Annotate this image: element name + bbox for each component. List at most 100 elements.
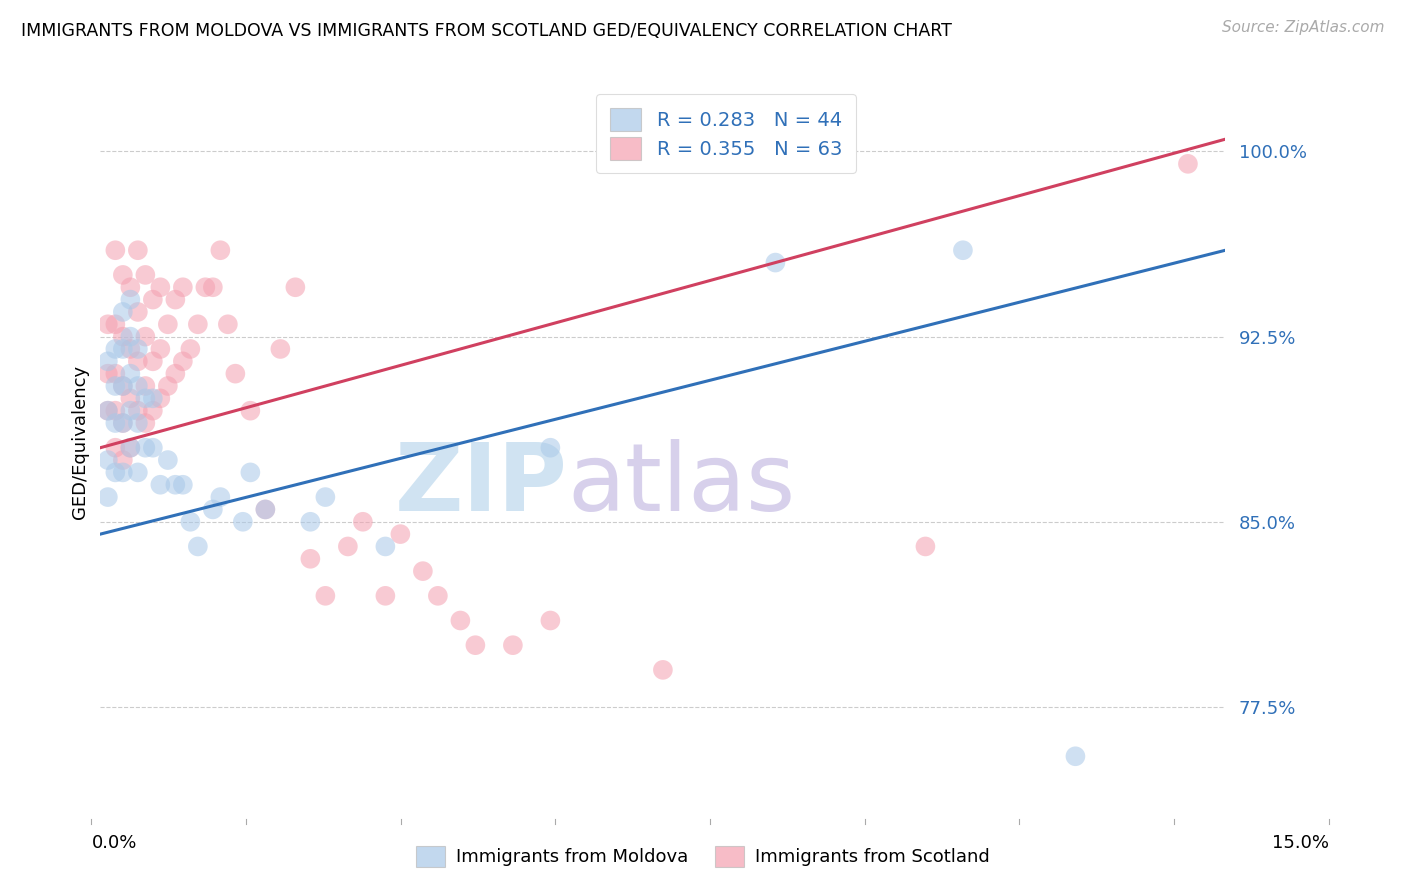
Point [224,367,246,381]
Text: 15.0%: 15.0% [1271,834,1329,852]
Point [156,379,179,393]
Point [111,342,134,356]
Point [149,477,172,491]
Point [111,329,134,343]
Point [426,589,449,603]
Text: atlas: atlas [567,439,796,532]
Point [111,379,134,393]
Point [134,329,156,343]
Point [538,441,561,455]
Point [97,318,120,332]
Point [104,318,127,332]
Point [127,403,149,417]
Point [134,268,156,282]
Point [201,280,224,294]
Point [449,614,471,628]
Point [299,551,322,566]
Point [156,318,179,332]
Point [172,280,194,294]
Point [464,638,486,652]
Point [239,466,262,480]
Point [254,502,277,516]
Point [97,354,120,368]
Point [97,403,120,417]
Point [111,379,134,393]
Point [651,663,673,677]
Point [134,379,156,393]
Point [111,305,134,319]
Point [352,515,374,529]
Point [142,441,165,455]
Point [217,318,239,332]
Point [120,441,142,455]
Point [127,416,149,430]
Point [97,453,120,467]
Point [111,453,134,467]
Point [502,638,524,652]
Point [127,379,149,393]
Point [179,342,201,356]
Text: ZIP: ZIP [395,439,567,532]
Point [134,441,156,455]
Point [111,416,134,430]
Point [538,614,561,628]
Point [142,392,165,406]
Point [299,515,322,529]
Point [134,392,156,406]
Point [104,416,127,430]
Point [111,466,134,480]
Point [314,490,336,504]
Text: IMMIGRANTS FROM MOLDOVA VS IMMIGRANTS FROM SCOTLAND GED/EQUIVALENCY CORRELATION : IMMIGRANTS FROM MOLDOVA VS IMMIGRANTS FR… [21,22,952,40]
Point [201,502,224,516]
Point [209,490,232,504]
Point [142,403,165,417]
Point [194,280,217,294]
Point [149,342,172,356]
Point [120,293,142,307]
Point [914,540,936,554]
Point [104,367,127,381]
Point [763,255,786,269]
Point [1177,157,1199,171]
Point [134,416,156,430]
Text: 0.0%: 0.0% [91,834,136,852]
Point [120,403,142,417]
Point [952,244,974,258]
Point [284,280,307,294]
Point [374,589,396,603]
Point [120,329,142,343]
Point [127,244,149,258]
Point [156,453,179,467]
Point [187,318,209,332]
Point [165,477,187,491]
Y-axis label: GED/Equivalency: GED/Equivalency [72,365,89,518]
Point [374,540,396,554]
Point [111,416,134,430]
Point [120,392,142,406]
Point [254,502,277,516]
Point [111,268,134,282]
Point [269,342,291,356]
Point [149,280,172,294]
Point [142,354,165,368]
Text: Source: ZipAtlas.com: Source: ZipAtlas.com [1222,20,1385,35]
Point [149,392,172,406]
Point [97,490,120,504]
Point [389,527,412,541]
Point [104,403,127,417]
Point [104,244,127,258]
Point [165,367,187,381]
Point [314,589,336,603]
Point [172,354,194,368]
Point [1064,749,1087,764]
Point [172,477,194,491]
Point [165,293,187,307]
Point [97,403,120,417]
Point [336,540,359,554]
Point [412,564,434,578]
Point [127,466,149,480]
Point [104,379,127,393]
Point [120,342,142,356]
Point [104,441,127,455]
Point [187,540,209,554]
